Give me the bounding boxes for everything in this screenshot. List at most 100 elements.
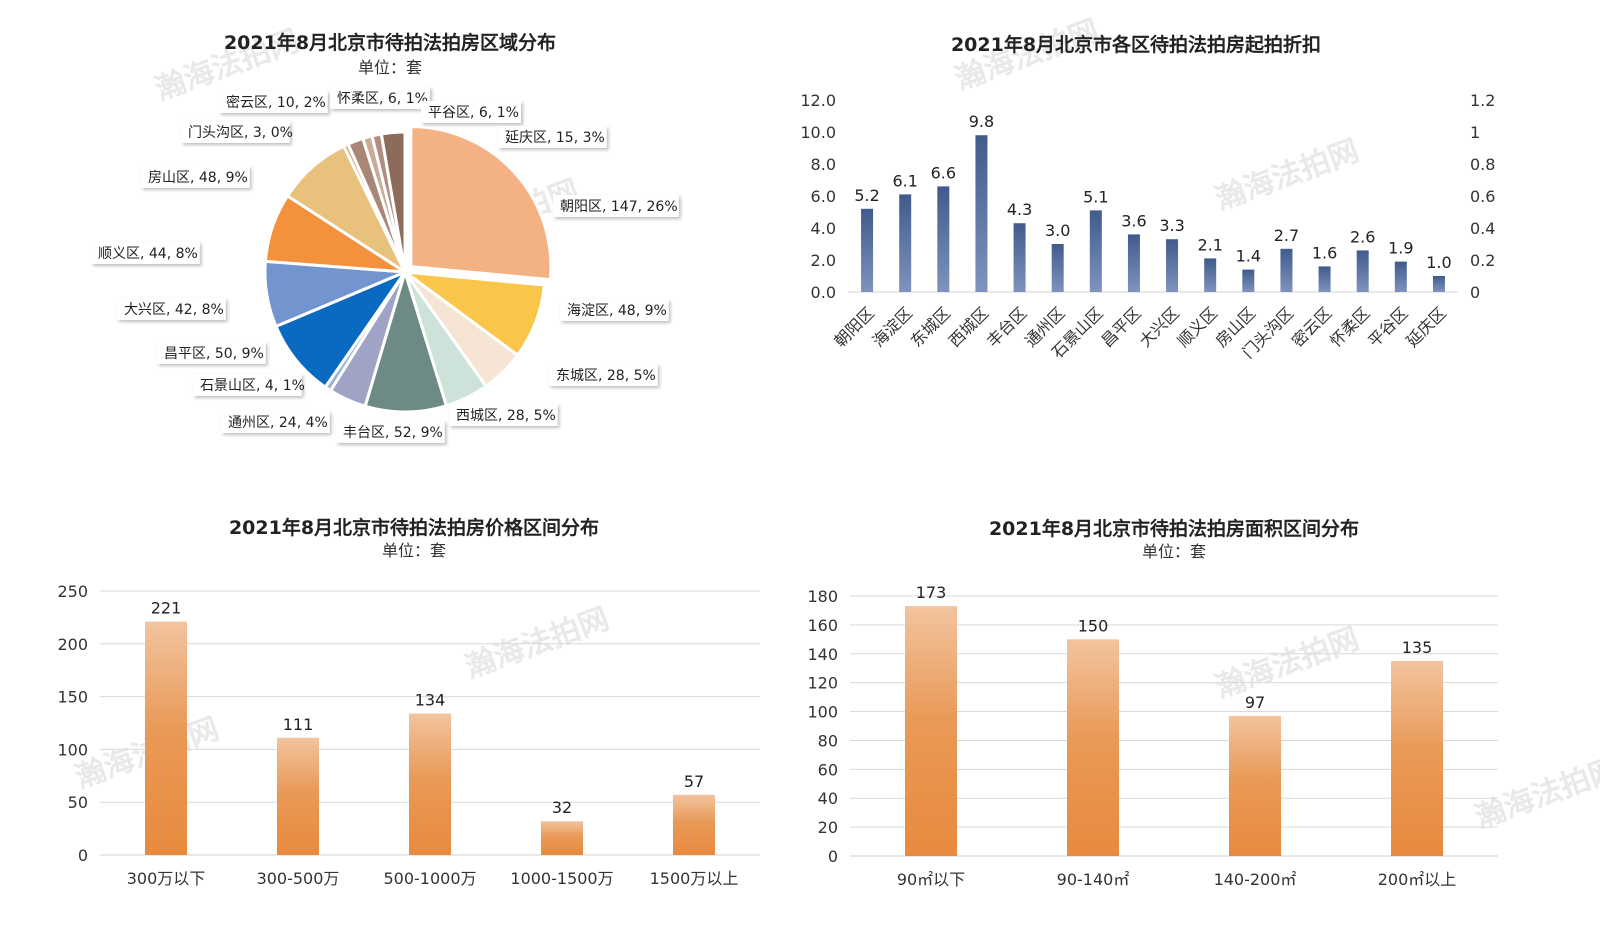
bar: [673, 794, 715, 855]
pie-label: 顺义区, 44, 8%: [98, 246, 198, 262]
bar: [899, 194, 912, 292]
bar: [1318, 266, 1331, 292]
district-pie-svg: 瀚海法拍网 瀚海法拍网 2021年8月北京市待拍法拍房区域分布 单位：套 朝阳区…: [91, 23, 679, 443]
bar: [1013, 223, 1026, 292]
y-tick-label: 2.0: [811, 251, 836, 270]
data-label: 5.2: [854, 186, 879, 205]
pie-label-box: [193, 374, 302, 396]
x-tick-label: 500-1000万: [383, 869, 476, 888]
pie-label-box: [141, 166, 250, 188]
x-tick-label: 昌平区: [1097, 303, 1144, 350]
x-tick-label: 200㎡以上: [1378, 870, 1457, 889]
bars: 173 90㎡以下 150 90-140㎡ 97 140-200㎡ 135 200㎡以上: [897, 583, 1456, 889]
pie-label-box: [157, 342, 266, 364]
chart-title: 2021年8月北京市待拍法拍房区域分布: [224, 31, 556, 54]
data-label: 6.6: [931, 163, 956, 182]
x-tick-label: 90㎡以下: [897, 870, 965, 889]
y-tick-label: 60: [818, 760, 838, 779]
y2-tick-label: 1: [1470, 123, 1480, 142]
data-label: 221: [151, 599, 182, 618]
x-tick-label: 300-500万: [257, 869, 340, 888]
pie-label: 房山区, 48, 9%: [148, 170, 248, 186]
data-label: 135: [1402, 638, 1433, 657]
y-tick-label: 6.0: [811, 187, 836, 206]
data-label: 2.7: [1274, 226, 1299, 245]
y-tick-label: 10.0: [800, 123, 836, 142]
x-tick-label: 顺义区: [1174, 303, 1221, 350]
chart-title: 2021年8月北京市待拍法拍房面积区间分布: [989, 517, 1359, 540]
bar: [409, 713, 451, 855]
watermark: 瀚海法拍网: [1211, 621, 1364, 705]
axes: 0.0 2.0 4.0 6.0 8.0 10.0 12.0 0 0.2 0.4 0.6 0.8 1 1.2: [800, 91, 1495, 302]
y-tick-label: 120: [807, 674, 838, 693]
y2-tick-label: 0.4: [1470, 219, 1495, 238]
data-label: 1.9: [1388, 239, 1413, 258]
x-tick-label: 1500万以上: [650, 869, 739, 888]
price-bar-chart: 瀚海法拍网 瀚海法拍网 2021年8月北京市待拍法拍房价格区间分布 单位：套 0…: [0, 468, 800, 936]
district-pie-chart: 瀚海法拍网 瀚海法拍网 2021年8月北京市待拍法拍房区域分布 单位：套 朝阳区…: [0, 0, 800, 468]
pie-label: 西城区, 28, 5%: [456, 408, 556, 424]
x-tick-label: 平谷区: [1364, 303, 1411, 350]
pie-label-box: [498, 126, 607, 148]
x-tick-label: 西城区: [945, 303, 992, 350]
pie-label: 平谷区, 6, 1%: [428, 105, 519, 121]
y-tick-label: 12.0: [800, 91, 836, 110]
pie-label-box: [421, 101, 521, 123]
pie-label: 密云区, 10, 2%: [226, 94, 326, 111]
data-label: 1.6: [1312, 243, 1337, 262]
y-tick-label: 250: [57, 582, 88, 601]
pie-label-box: [219, 91, 328, 113]
data-label: 173: [916, 583, 947, 602]
x-tick-label: 朝阳区: [831, 303, 878, 350]
pie-label: 门头沟区, 3, 0%: [188, 125, 293, 141]
pie-label-box: [560, 299, 669, 321]
bar: [541, 821, 583, 855]
y2-tick-label: 1.2: [1470, 91, 1495, 110]
y-tick-label: 140: [807, 645, 838, 664]
pie-label: 怀柔区, 6, 1%: [337, 91, 428, 107]
data-label: 9.8: [969, 112, 994, 131]
x-tick-label: 密云区: [1288, 303, 1335, 350]
x-tick-label: 延庆区: [1402, 303, 1449, 350]
bar: [277, 737, 319, 855]
chart-subtitle: 单位：套: [1142, 542, 1206, 561]
y2-tick-label: 0.8: [1470, 155, 1495, 174]
bar: [1356, 250, 1369, 292]
discount-bar-chart: 瀚海法拍网 瀚海法拍网 2021年8月北京市各区待拍法拍房起拍折扣 0.0 2.0…: [800, 0, 1600, 468]
y-tick-label: 160: [807, 616, 838, 635]
watermark: 瀚海法拍网: [1471, 751, 1600, 835]
data-label: 2.1: [1197, 235, 1222, 254]
pie-slice-丰台区: [363, 266, 449, 414]
bar: [1394, 261, 1407, 292]
bar: [145, 621, 187, 855]
data-label: 5.1: [1083, 187, 1108, 206]
chart-subtitle: 单位：套: [358, 58, 422, 77]
data-label: 111: [283, 715, 314, 734]
bars: 221 300万以下 111 300-500万 134 500-1000万 32 1000-1…: [127, 599, 739, 888]
pie-label: 延庆区, 15, 3%: [505, 130, 605, 146]
x-tick-label: 丰台区: [983, 303, 1030, 350]
bar: [1242, 269, 1255, 292]
x-tick-label: 大兴区: [1136, 303, 1183, 350]
x-tick-label: 90-140㎡: [1057, 870, 1130, 889]
data-label: 6.1: [892, 171, 917, 190]
pie-label-box: [91, 242, 200, 264]
y-tick-label: 100: [57, 740, 88, 759]
data-label: 4.3: [1007, 200, 1032, 219]
pie-label: 朝阳区, 147, 26%: [560, 199, 678, 215]
bar: [937, 186, 950, 292]
bar: [1280, 248, 1293, 292]
pie-label: 通州区, 24, 4%: [228, 415, 328, 431]
bar: [1089, 210, 1102, 292]
bar: [905, 606, 957, 856]
data-label: 97: [1245, 693, 1265, 712]
y-tick-label: 200: [57, 635, 88, 654]
price-bar-svg: 瀚海法拍网 瀚海法拍网 2021年8月北京市待拍法拍房价格区间分布 单位：套 0…: [57, 516, 760, 888]
data-label: 1.4: [1236, 247, 1261, 266]
bar: [1432, 276, 1445, 292]
bar: [1229, 715, 1281, 856]
x-tick-label: 怀柔区: [1326, 303, 1373, 350]
y-tick-label: 0: [78, 846, 88, 865]
data-label: 32: [552, 798, 572, 817]
pie-label-box: [336, 421, 445, 443]
